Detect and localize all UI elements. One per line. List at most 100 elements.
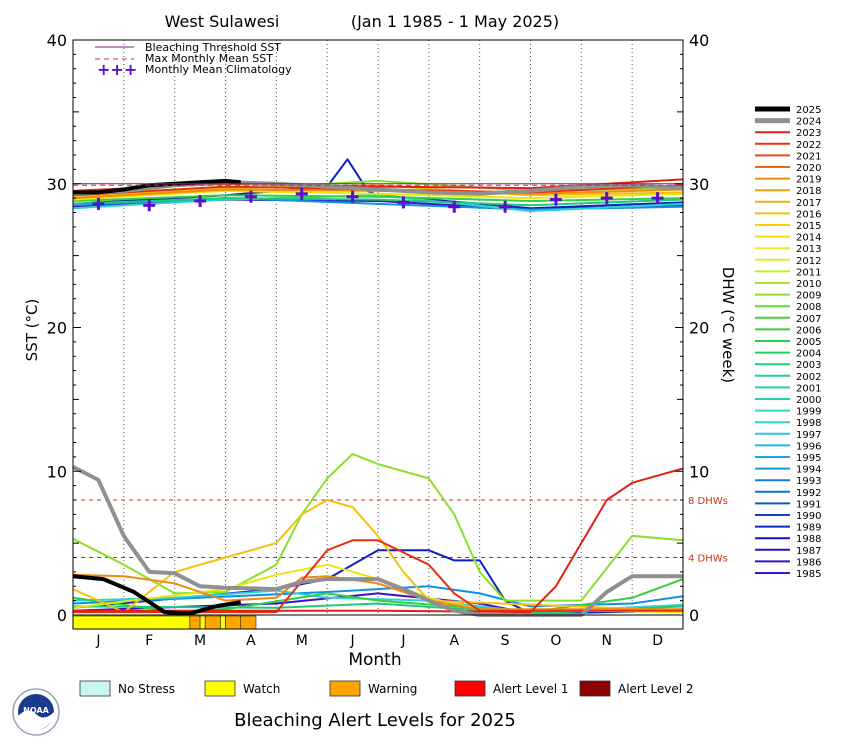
year-legend-label: 2016 (796, 209, 821, 220)
threshold-lines (73, 183, 683, 186)
x-tick-label: M (296, 633, 308, 649)
alert-legend-swatch (329, 680, 361, 697)
year-legend-label: 1986 (796, 557, 821, 568)
dhw-line-2022 (73, 539, 683, 614)
chart-date-range: (Jan 1 1985 - 1 May 2025) (351, 12, 559, 31)
alert-bar-segment (204, 615, 221, 630)
dhw-line-1993 (72, 585, 684, 608)
y-tick-label-right: 0 (689, 606, 699, 625)
year-legend-label: 2006 (796, 325, 821, 336)
year-legend-label: 1995 (796, 453, 821, 464)
dhw-line-2016 (72, 499, 684, 614)
climatology-marker (499, 200, 512, 213)
year-legend-label: 2004 (796, 349, 821, 360)
dhw-line-2019 (72, 573, 683, 611)
climatology-marker (244, 190, 257, 203)
year-legend-label: 2007 (796, 314, 821, 325)
alert-level-legend: No Stress Watch Warning Alert Level 1 Alert … (79, 680, 694, 697)
year-legend-label: 2003 (796, 360, 821, 371)
year-legend-label: 2017 (796, 198, 821, 209)
year-legend-label: 2000 (796, 395, 821, 406)
year-legend-label: 2010 (796, 279, 821, 290)
sst-line-2012 (72, 189, 684, 201)
x-tick-label: A (449, 633, 459, 649)
x-tick-label: M (194, 633, 206, 649)
climatology-marker (92, 197, 105, 210)
sst-line-1998 (72, 194, 684, 213)
climatology-marker (143, 199, 156, 212)
x-axis-label: Month (348, 650, 401, 670)
plot-frame (72, 39, 684, 630)
year-legend: 2025202420232022202120202019201820172016… (755, 105, 821, 580)
sst-line-2003 (72, 197, 684, 207)
year-legend-label: 1990 (796, 511, 821, 522)
x-tick-label: J (350, 633, 355, 649)
alert-bar-segment (240, 615, 257, 630)
alert-legend-label: Watch (243, 682, 280, 696)
y-tick-label-right: 10 (689, 462, 709, 481)
year-legend-label: 2018 (796, 186, 821, 197)
year-legend-label: 2011 (796, 267, 821, 278)
x-tick-label: O (550, 633, 561, 649)
climatology-marker (651, 192, 664, 205)
year-legend-label: 1988 (796, 534, 821, 545)
year-legend-label: 2008 (796, 302, 821, 313)
year-legend-label: 2020 (796, 163, 821, 174)
year-legend-label: 1985 (796, 569, 821, 580)
year-legend-label: 2024 (796, 117, 821, 128)
alert-legend-label: Warning (368, 682, 417, 696)
x-tick-label: A (246, 633, 256, 649)
year-legend-label: 2019 (796, 175, 821, 186)
year-legend-label: 1992 (796, 488, 821, 499)
climatology-markers (92, 187, 664, 213)
alert-bar-segment (220, 615, 226, 630)
alert-bar-segment (189, 615, 201, 630)
year-legend-label: 2012 (796, 256, 821, 267)
climatology-marker (397, 196, 410, 209)
dhw-line-2023 (73, 467, 684, 614)
dhw-line-1988 (72, 549, 684, 615)
alert-bar-segment (72, 615, 191, 630)
year-legend-label: 1987 (796, 546, 821, 557)
sst-line-2016 (72, 184, 684, 198)
climatology-marker (549, 193, 562, 206)
year-legend-label: 2022 (796, 140, 821, 151)
y-tick-label-right: 30 (689, 175, 709, 194)
legend-label-threshold: Bleaching Threshold SST (145, 41, 281, 54)
alert-legend-label: Alert Level 1 (493, 682, 569, 696)
dhw-reference-lines: 8 DHWs 4 DHWs (73, 496, 728, 565)
y-axis-label-right: DHW (°C week) (719, 267, 737, 383)
y-tick-label-left: 0 (57, 606, 67, 625)
x-tick-label: D (652, 633, 663, 649)
year-legend-label: 1991 (796, 499, 821, 510)
alert-legend-label: No Stress (118, 682, 175, 696)
year-legend-label: 2009 (796, 291, 821, 302)
noaa-logo: NOAA (12, 688, 60, 736)
year-legend-label: 2002 (796, 372, 821, 383)
alert-legend-swatch (579, 680, 611, 697)
alert-legend-swatch (454, 680, 486, 697)
year-legend-label: 2014 (796, 233, 821, 244)
alert-legend-swatch (79, 680, 111, 697)
axes: 0 0 10 10 20 20 30 30 40 40 J F M A M J J A S O N D (47, 31, 710, 649)
x-tick-label: S (501, 633, 510, 649)
footer-title: Bleaching Alert Levels for 2025 (234, 710, 516, 731)
y-axis-label-left: SST (°C) (23, 299, 41, 362)
x-tick-label: F (145, 633, 153, 649)
climatology-marker (295, 187, 308, 200)
alert-bar-segment (199, 615, 206, 630)
year-legend-label: 1989 (796, 523, 821, 534)
x-tick-label: J (400, 633, 405, 649)
year-legend-label: 1998 (796, 418, 821, 429)
alert-bar-segment (225, 615, 241, 630)
year-legend-label: 1997 (796, 430, 821, 441)
dhw-line-2025 (72, 574, 242, 616)
year-legend-label: 2013 (796, 244, 821, 255)
alert-legend-label: Alert Level 2 (618, 682, 694, 696)
year-legend-label: 2015 (796, 221, 821, 232)
year-legend-label: 1999 (796, 407, 821, 418)
y-tick-label-right: 40 (689, 31, 709, 50)
y-tick-label-right: 20 (689, 319, 709, 338)
sst-line-2025 (73, 178, 241, 195)
